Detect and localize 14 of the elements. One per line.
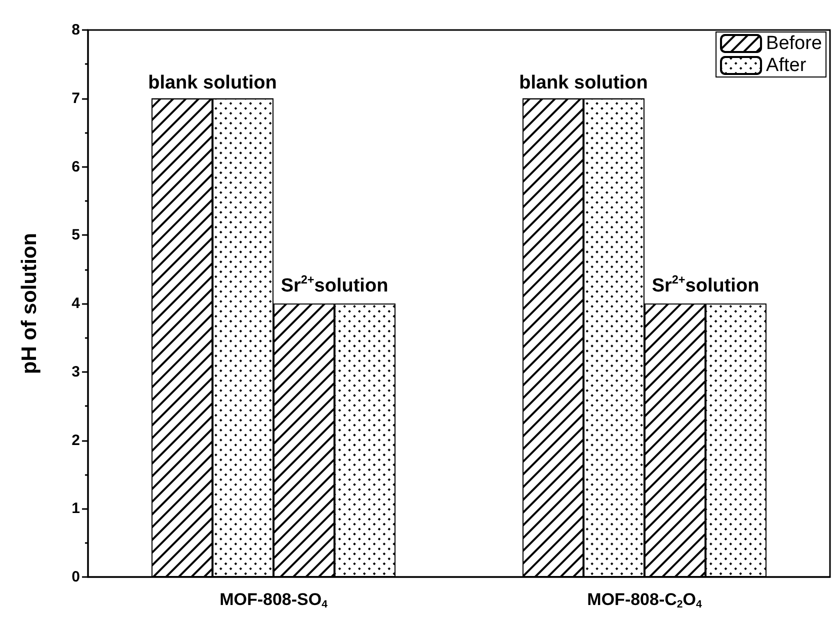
y-tick-label: 3 — [72, 363, 80, 380]
y-tick-label: 6 — [72, 158, 80, 176]
legend-label: After — [766, 55, 807, 76]
annotation: blank solution — [519, 72, 648, 94]
y-tick-label: 5 — [72, 226, 80, 244]
y-tick-label: 1 — [72, 500, 80, 518]
y-tick-label: 8 — [72, 22, 80, 38]
y-tick-label: 2 — [72, 432, 80, 449]
y-tick-label: 7 — [72, 90, 80, 107]
y-tick-label: 4 — [72, 295, 81, 312]
legend-label: Before — [766, 33, 822, 54]
annotation: blank solution — [148, 72, 277, 94]
y-axis-title: pH of solution — [18, 232, 41, 374]
y-tick-label: 0 — [72, 568, 80, 586]
